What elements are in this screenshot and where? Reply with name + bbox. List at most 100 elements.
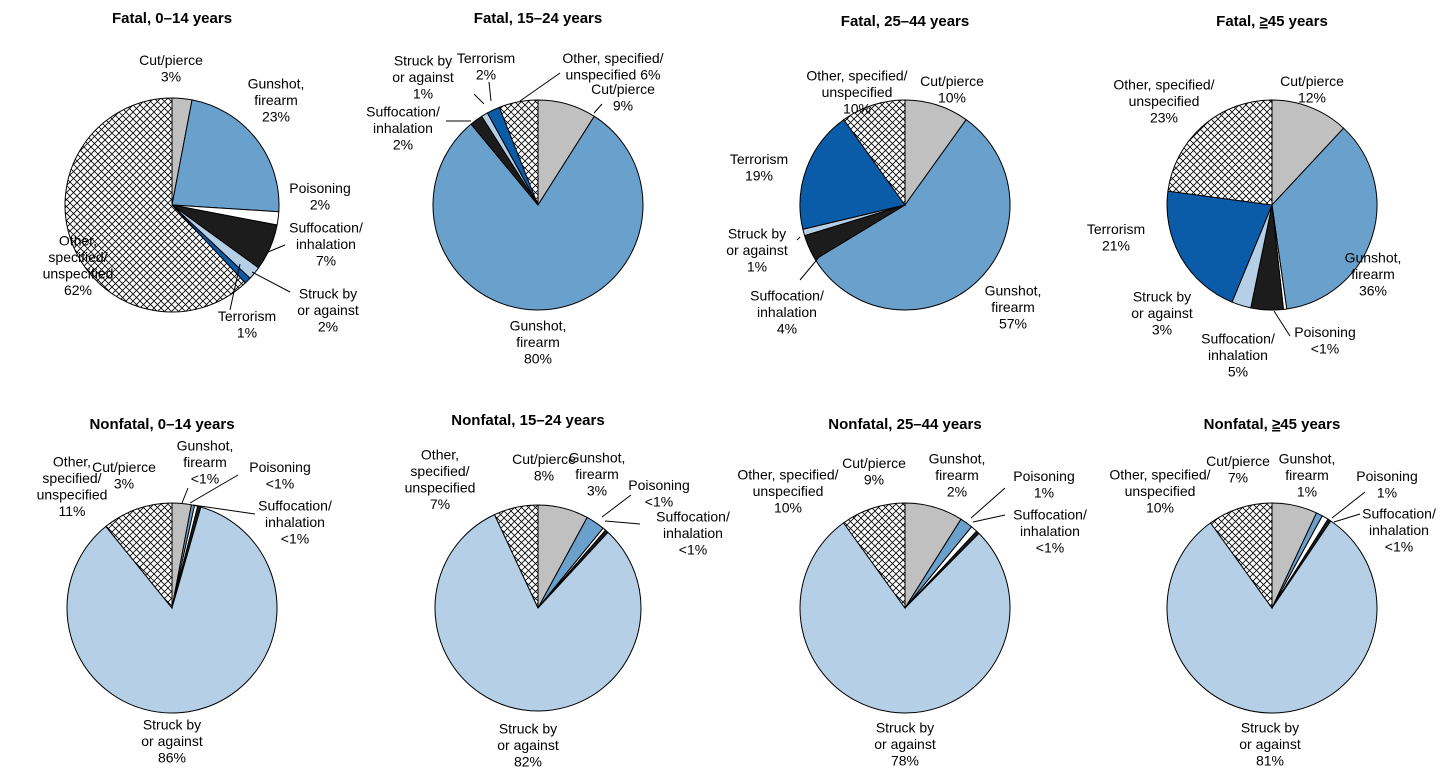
slice-label-suffocation-inhalation: Suffocation/inhalation <1%: [656, 509, 730, 558]
slice-label-cut-pierce: Cut/pierce 9%: [842, 455, 906, 488]
slice-label-line: Suffocation/: [1362, 506, 1436, 522]
slice-label-line: firearm: [516, 334, 560, 350]
slice-label-gunshot-firearm: Gunshot, firearm 36%: [1345, 250, 1402, 299]
pie-slice-other-specified-unspecified: [1167, 99, 1273, 206]
slice-label-line: 78%: [891, 753, 919, 769]
slice-label-suffocation-inhalation: Suffocation/inhalation 5%: [1201, 331, 1275, 380]
slice-label-other-specified-unspecified: Other, specified/unspecified 11%: [37, 453, 108, 519]
slice-label-line: Gunshot,: [1279, 451, 1336, 467]
chart-title-part: Fatal,: [1216, 13, 1259, 30]
slice-label-other-specified-unspecified: Other, specified/unspecified 62%: [43, 232, 114, 298]
slice-label-line: Struck by: [1241, 720, 1299, 736]
slice-label-other-specified-unspecified: Other, specified/unspecified 10%: [737, 467, 838, 516]
leader-line-struck-by-or-against: [473, 93, 485, 105]
slice-label-line: 7%: [1228, 469, 1248, 485]
slice-label-line: Other, specified/: [562, 50, 663, 66]
slice-label-line: or against: [141, 733, 203, 749]
slice-label-line: Other,: [59, 232, 97, 248]
slice-label-terrorism: Terrorism 19%: [730, 151, 788, 184]
leader-line-poisoning: [189, 474, 239, 504]
slice-label-line: 82%: [514, 754, 542, 770]
leader-line-suffocation-inhalation: [267, 244, 286, 253]
slice-label-terrorism: Terrorism 2%: [457, 50, 515, 83]
slice-label-line: firearm: [991, 299, 1035, 315]
slice-label-line: 10%: [938, 89, 966, 105]
slice-label-line: 2%: [310, 196, 330, 212]
slice-label-line: 1%: [1034, 484, 1054, 500]
leader-line-poisoning: [601, 494, 632, 518]
slice-label-line: 9%: [864, 471, 884, 487]
slice-label-line: Gunshot,: [248, 76, 305, 92]
slice-label-line: firearm: [1285, 467, 1329, 483]
slice-label-line: unspecified: [822, 84, 893, 100]
slice-label-line: 4%: [777, 321, 797, 337]
slice-label-poisoning: Poisoning <1%: [249, 459, 311, 492]
pie-chart-nonfatal-0-14-years: Nonfatal, 0–14 years Cut/pierce 3% Gunshot,…: [37, 416, 332, 766]
slice-label-cut-pierce: Cut/pierce 7%: [1206, 453, 1270, 486]
slice-label-cut-pierce: Cut/pierce 3%: [139, 52, 203, 85]
slice-label-line: inhalation: [1020, 523, 1080, 539]
slice-label-line: <1%: [281, 531, 309, 547]
pie-slice-struck-by-or-against: [799, 522, 1011, 714]
leader-line-terrorism: [488, 81, 492, 102]
slice-label-other-specified-unspecified: Other, specified/unspecified 6%: [562, 50, 663, 83]
slice-label-line: unspecified 6%: [566, 66, 661, 82]
slice-label-line: 2%: [947, 484, 967, 500]
slice-label-line: 1%: [747, 259, 767, 275]
slice-label-line: 36%: [1359, 283, 1387, 299]
slice-label-line: Struck by: [394, 53, 452, 69]
slice-label-line: firearm: [254, 92, 298, 108]
leader-line-suffocation-inhalation: [799, 255, 821, 281]
slice-label-suffocation-inhalation: Suffocation/inhalation <1%: [258, 498, 332, 547]
slice-label-line: or against: [874, 736, 936, 752]
slice-label-line: inhalation: [757, 304, 817, 320]
slice-label-line: Cut/pierce: [92, 459, 156, 475]
slice-label-line: Other,: [421, 446, 459, 462]
slice-label-line: 1%: [1297, 484, 1317, 500]
slice-label-struck-by-or-against: Struck by or against 1%: [726, 226, 788, 275]
slice-label-gunshot-firearm: Gunshot, firearm 2%: [929, 451, 986, 500]
slice-label-cut-pierce: Cut/pierce 9%: [591, 81, 655, 114]
leader-line-gunshot-firearm: [181, 487, 189, 504]
slice-label-line: 23%: [262, 109, 290, 125]
slice-label-line: Poisoning: [628, 477, 690, 493]
slice-label-poisoning: Poisoning <1%: [1294, 324, 1356, 357]
slice-label-gunshot-firearm: Gunshot, firearm 23%: [248, 76, 305, 125]
pie-chart-nonfatal-45-years: Nonfatal, ≥45 years Cut/pierce 7% Gunshot, f…: [1109, 416, 1436, 769]
leader-line-poisoning: [1331, 491, 1366, 519]
slice-label-cut-pierce: Cut/pierce 8%: [512, 451, 576, 484]
chart-title: Nonfatal, 0–14 years: [89, 416, 234, 433]
chart-title-part: 45 years: [1280, 416, 1340, 433]
leader-line-other-specified-unspecified: [519, 72, 561, 102]
slice-label-line: unspecified: [37, 486, 108, 502]
pie-slice-terrorism: [799, 118, 906, 230]
slice-label-line: specified/: [42, 470, 101, 486]
slice-label-line: or against: [497, 737, 559, 753]
pie-slice-struck-by-or-against: [66, 506, 278, 714]
slice-label-line: 10%: [774, 500, 802, 516]
slice-label-line: 3%: [587, 483, 607, 499]
pie-chart-fatal-45-years: Fatal, ≥45 years Cut/pierce 12% Gunshot, fir…: [1087, 13, 1402, 380]
slice-label-line: Other, specified/: [737, 467, 838, 483]
leader-line-struck-by-or-against: [796, 236, 801, 241]
slice-label-line: Poisoning: [1356, 468, 1418, 484]
slice-label-gunshot-firearm: Gunshot, firearm 80%: [510, 318, 567, 367]
pie-slice-gunshot-firearm: [432, 115, 644, 311]
slice-label-line: Cut/pierce: [1206, 453, 1270, 469]
slice-label-line: Struck by: [299, 286, 357, 302]
leader-line-terrorism: [229, 263, 241, 311]
slice-label-poisoning: Poisoning 1%: [1356, 468, 1418, 501]
slice-label-line: Cut/pierce: [842, 455, 906, 471]
leader-line-suffocation-inhalation: [192, 504, 256, 515]
pie-slice-gunshot-firearm: [814, 118, 1011, 311]
pie-slice-other-specified-unspecified: [1209, 502, 1273, 610]
slice-label-line: Gunshot,: [985, 283, 1042, 299]
slice-label-line: Gunshot,: [1345, 250, 1402, 266]
slice-label-gunshot-firearm: Gunshot, firearm 3%: [569, 450, 626, 499]
chart-title: Fatal, 25–44 years: [841, 13, 969, 30]
slice-label-line: 1%: [1377, 484, 1397, 500]
slice-label-struck-by-or-against: Struck by or against 81%: [1239, 720, 1301, 769]
